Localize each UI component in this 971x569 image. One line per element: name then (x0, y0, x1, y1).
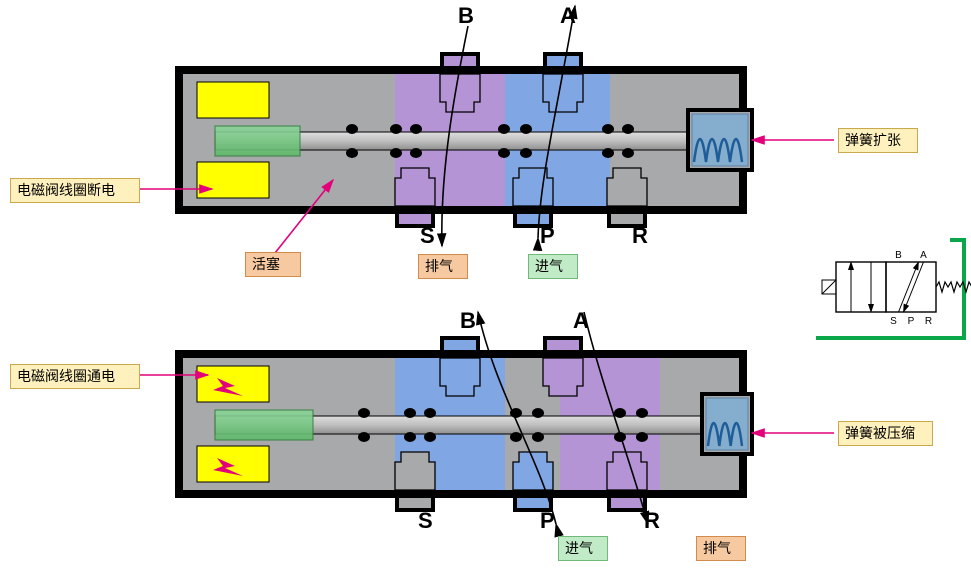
port-top-B: B (458, 3, 474, 29)
port-top-S: S (420, 223, 435, 249)
port-bot-A: A (573, 308, 589, 334)
valve-top-deenergized (175, 6, 754, 246)
label-spring_ex: 弹簧扩张 (838, 128, 918, 153)
valve-bottom-energized (175, 312, 754, 524)
svg-text:P: P (908, 316, 915, 327)
svg-text:A: A (920, 250, 927, 261)
port-bot-R: R (644, 508, 660, 534)
port-top-A: A (560, 3, 576, 29)
svg-text:B: B (895, 250, 902, 261)
label-exhaust2: 排气 (696, 536, 746, 561)
label-spring_cp: 弹簧被压缩 (838, 421, 933, 446)
label-piston: 活塞 (245, 252, 301, 277)
label-intake1: 进气 (528, 254, 578, 279)
label-exhaust1: 排气 (418, 254, 468, 279)
port-bot-P: P (540, 508, 555, 534)
label-intake2: 进气 (558, 536, 608, 561)
port-bot-S: S (418, 508, 433, 534)
port-top-P: P (540, 223, 555, 249)
schematic-symbol: B A SPR (816, 240, 971, 338)
port-bot-B: B (460, 308, 476, 334)
port-top-R: R (632, 223, 648, 249)
label-coil_on: 电磁阀线圈通电 (10, 364, 140, 389)
svg-text:S: S (890, 316, 897, 327)
svg-text:R: R (925, 316, 932, 327)
label-coil_off: 电磁阀线圈断电 (10, 178, 140, 203)
diagram-canvas: BASPR (0, 0, 971, 569)
